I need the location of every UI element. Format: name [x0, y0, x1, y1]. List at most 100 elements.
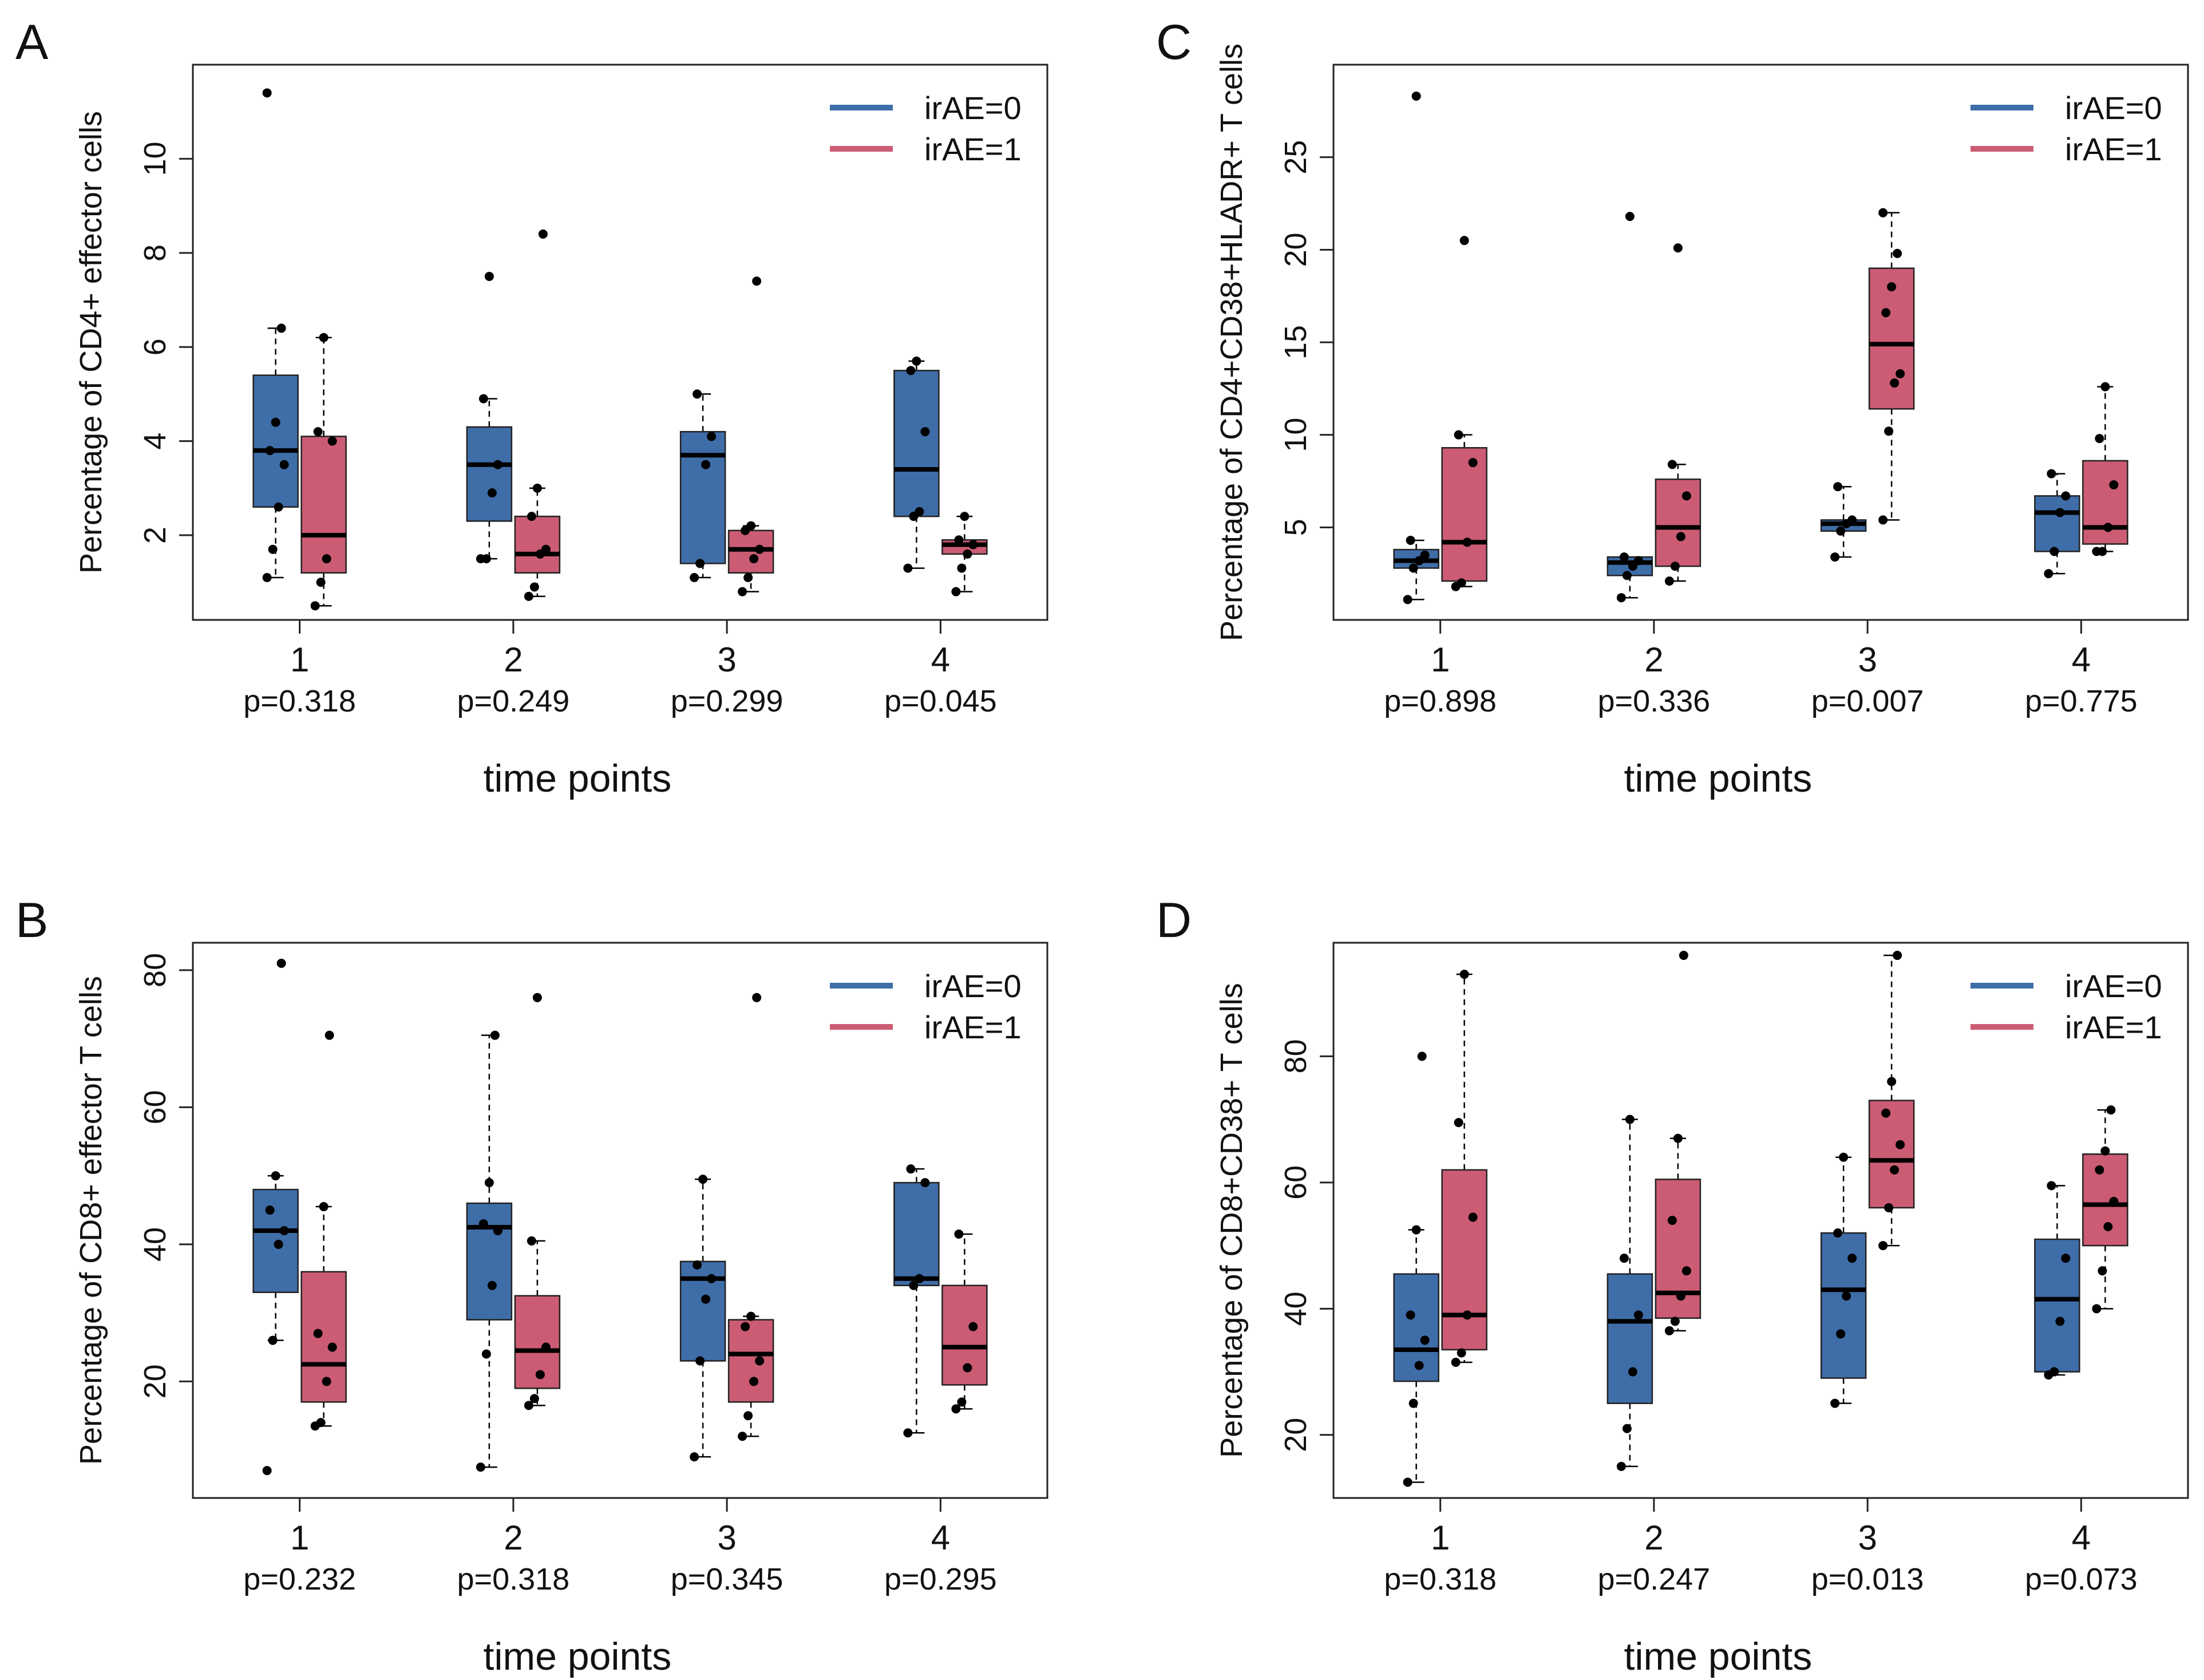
data-point	[1462, 537, 1472, 547]
box-irae1-t2	[1655, 951, 1702, 1335]
y-tick-label: 20	[1279, 1418, 1313, 1452]
panel-label: B	[15, 893, 48, 948]
data-point	[1833, 482, 1843, 492]
data-point	[274, 1239, 283, 1249]
box-irae1-t1	[300, 1030, 347, 1431]
x-tick-label: 1	[1431, 1519, 1450, 1557]
p-value-label: p=0.318	[243, 684, 356, 718]
data-point	[1884, 426, 1894, 436]
data-point	[2103, 523, 2113, 532]
p-value-label: p=0.336	[1598, 684, 1711, 718]
data-point	[1896, 369, 1905, 378]
data-point	[1417, 1052, 1427, 1061]
y-tick-label: 20	[1279, 232, 1313, 267]
data-point	[478, 394, 488, 404]
panel-D: D 20 40 60 80 Percentage of CD8+CD38+ T cells…	[1156, 893, 2189, 1678]
p-value-label: p=0.775	[2025, 684, 2138, 718]
legend-label: irAE=0	[924, 968, 1022, 1004]
data-point	[2061, 1254, 2071, 1263]
data-point	[1616, 1461, 1626, 1471]
data-point	[493, 460, 502, 469]
data-point	[738, 1432, 747, 1441]
data-point	[527, 512, 536, 521]
data-point	[265, 446, 275, 456]
data-point	[752, 993, 762, 1002]
data-point	[1893, 248, 1902, 258]
data-point	[1667, 1216, 1677, 1225]
y-tick-label: 20	[138, 1364, 172, 1398]
data-point	[2106, 1105, 2116, 1115]
box-irae0-t4	[2034, 469, 2080, 579]
data-point	[2061, 491, 2071, 501]
data-point	[1681, 1266, 1691, 1276]
data-point	[268, 1335, 278, 1345]
data-point	[746, 521, 756, 531]
data-point	[1896, 1140, 1905, 1149]
data-point	[1890, 1165, 1900, 1175]
data-point	[1462, 1310, 1472, 1320]
data-point	[322, 554, 331, 564]
data-point	[319, 1202, 329, 1212]
x-tick-label: 2	[504, 641, 523, 679]
p-value-label: p=0.318	[1384, 1562, 1497, 1596]
box-irae1-t2	[514, 993, 561, 1410]
data-point	[1679, 951, 1688, 960]
data-point	[912, 356, 921, 366]
x-axis-title: time points	[483, 1635, 671, 1678]
box-body	[2034, 1238, 2080, 1373]
data-point	[2098, 1266, 2107, 1276]
box-irae0-t1	[1393, 1052, 1439, 1487]
data-point	[741, 1322, 750, 1331]
data-point	[1878, 208, 1888, 218]
data-point	[1625, 212, 1635, 222]
data-point	[1414, 1361, 1424, 1370]
box-irae0-t1	[252, 88, 299, 583]
data-point	[903, 1428, 913, 1438]
data-point	[2100, 382, 2110, 392]
legend-label: irAE=0	[2065, 90, 2162, 126]
data-point	[1673, 1133, 1683, 1143]
y-tick-label: 2	[138, 527, 172, 544]
p-value-label: p=0.898	[1384, 684, 1497, 718]
box-irae1-t1	[1441, 236, 1487, 591]
y-tick-label: 40	[1279, 1291, 1313, 1326]
box-body	[466, 426, 513, 522]
data-point	[1667, 460, 1677, 469]
data-point	[1622, 571, 1632, 580]
data-point	[1459, 970, 1469, 979]
data-point	[690, 573, 699, 583]
box-irae0-t4	[2034, 1181, 2080, 1380]
data-point	[960, 512, 970, 521]
data-point	[2047, 1181, 2056, 1191]
data-point	[1670, 562, 1680, 571]
x-tick-label: 3	[1858, 1519, 1877, 1557]
data-point	[487, 1280, 497, 1290]
x-tick-label: 2	[1644, 1519, 1663, 1557]
data-point	[1847, 515, 1857, 525]
x-tick-label: 2	[1644, 641, 1663, 679]
data-point	[1459, 236, 1469, 246]
data-point	[954, 1229, 964, 1239]
x-tick-label: 1	[1431, 641, 1450, 679]
box-irae0-t4	[893, 356, 940, 573]
data-point	[316, 1418, 326, 1428]
data-point	[1664, 576, 1674, 586]
data-point	[1878, 515, 1888, 525]
data-point	[1881, 1108, 1891, 1118]
data-point	[1403, 595, 1412, 604]
y-tick-label: 10	[1279, 418, 1313, 452]
data-point	[752, 276, 762, 286]
data-point	[701, 1294, 711, 1304]
data-point	[271, 417, 280, 427]
p-value-label: p=0.247	[1598, 1562, 1711, 1596]
box-irae1-t3	[1868, 208, 1915, 525]
p-value-label: p=0.345	[671, 1562, 784, 1596]
data-point	[695, 559, 705, 568]
data-point	[906, 1164, 916, 1174]
box-irae0-t1	[252, 958, 299, 1476]
data-point	[1420, 550, 1430, 560]
data-point	[481, 554, 491, 564]
data-point	[743, 1411, 753, 1421]
data-point	[1468, 458, 1478, 468]
box-body	[727, 529, 774, 574]
